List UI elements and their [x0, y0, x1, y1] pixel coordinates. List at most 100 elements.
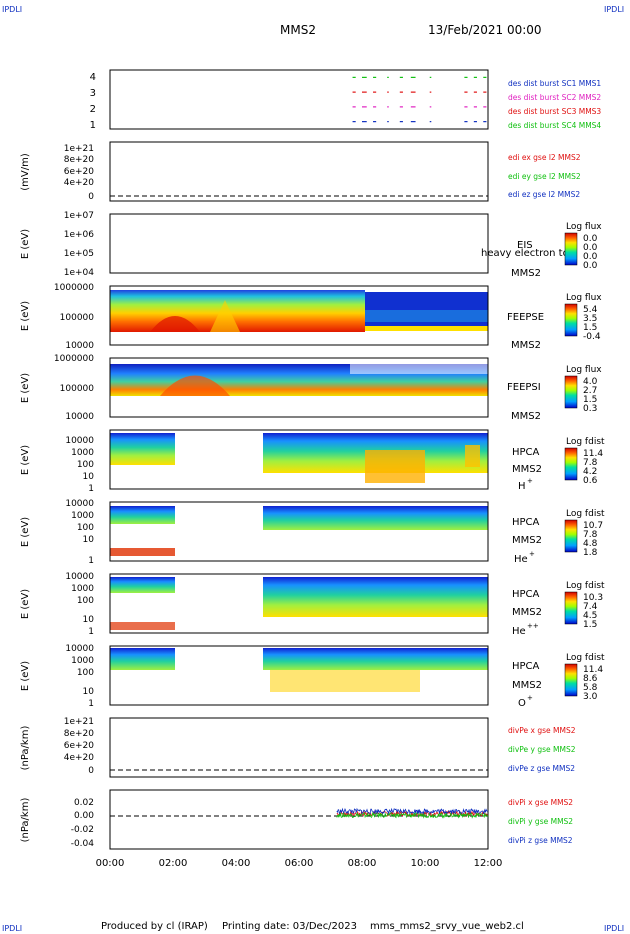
eis-overlay-text: heavy electron to [481, 248, 569, 259]
eis-cbar-tick-2: 0.0 [583, 252, 598, 262]
hpca-he2-instrument: HPCA [512, 589, 540, 600]
hpca-he1-instrument: HPCA [512, 517, 540, 528]
hpca-he1-low-band [110, 548, 175, 556]
panel-hpca-he1: E (eV) 10000 1000 100 10 1 HPCA MMS2 He … [20, 499, 605, 566]
feepse-hot-blob-1 [150, 316, 200, 332]
hpca-he2-species: He [512, 626, 526, 637]
hpca-h-ytick-0: 10000 [65, 436, 94, 446]
burst-ytick-2: 2 [90, 104, 96, 115]
divpi-ytick-3: -0.04 [71, 839, 95, 849]
hpca-o-ytick-0: 10000 [65, 644, 94, 654]
burst-ytick-3: 3 [90, 88, 96, 99]
panel-eis-frame [109, 213, 489, 274]
divpi-ytick-0: 0.02 [74, 798, 94, 808]
divpe-ytick-1: 8e+20 [64, 729, 95, 739]
feepse-spacecraft: MMS2 [511, 340, 541, 351]
hpca-he1-ytick-1: 1000 [71, 511, 94, 521]
hpca-he2-cbar-tick-0: 10.3 [583, 593, 603, 603]
hpca-he1-colorbar-title: Log fdist [566, 509, 605, 519]
edi-ytick-0: 1e+21 [64, 144, 94, 154]
hpca-h-cbar-tick-3: 0.6 [583, 476, 598, 486]
hpca-he2-ytick-3: 10 [83, 615, 95, 625]
footer-produced-by: Produced by cl (IRAP) [101, 921, 208, 932]
panel-hpca-h-frame [109, 429, 489, 490]
feepsi-ytick-1: 100000 [60, 384, 95, 394]
edi-ylabel: (mV/m) [20, 153, 31, 191]
hpca-h-cbar-tick-2: 4.2 [583, 467, 597, 477]
xtick-6: 12:00 [474, 858, 503, 869]
feepse-cbar-tick-1: 3.5 [583, 314, 597, 324]
divpe-ytick-4: 0 [88, 766, 94, 776]
xtick-0: 00:00 [96, 858, 125, 869]
footer-script: mms_mms2_srvy_vue_web2.cl [370, 921, 524, 932]
hpca-he1-spacecraft: MMS2 [512, 535, 542, 546]
hpca-he2-cbar-tick-2: 4.5 [583, 611, 597, 621]
feepse-ylabel: E (eV) [20, 301, 31, 331]
feepse-mid-band [365, 310, 488, 322]
divpi-legend-z: divPi z gse MMS2 [508, 836, 573, 845]
hpca-h-ytick-3: 10 [83, 472, 95, 482]
feepsi-spacecraft: MMS2 [511, 411, 541, 422]
burst-legend-mms2: des dist burst SC2 MMS2 [508, 93, 601, 102]
eis-ytick-0: 1e+07 [64, 211, 94, 221]
hpca-h-species: H [518, 481, 526, 492]
hpca-o-colorbar [564, 663, 578, 697]
hpca-h-ylabel: E (eV) [20, 445, 31, 475]
xtick-3: 06:00 [285, 858, 314, 869]
panel-divpi: (nPa/km) 0.02 0.00 -0.02 -0.04 divPi x g… [20, 789, 573, 850]
corner-label-top-right: IPDLI [604, 5, 624, 14]
feepse-colorbar [564, 303, 578, 337]
hpca-o-ytick-2: 100 [77, 668, 94, 678]
hpca-he1-cbar-tick-2: 4.8 [583, 539, 598, 549]
burst-ytick-1: 1 [90, 120, 96, 131]
feepsi-ytick-0: 1000000 [54, 354, 94, 364]
hpca-o-cbar-tick-3: 3.0 [583, 692, 598, 702]
x-axis: 00:00 02:00 04:00 06:00 08:00 10:00 12:0… [96, 858, 503, 869]
panel-hpca-he1-frame [109, 501, 489, 562]
panel-eis: E (eV) 1e+07 1e+06 1e+05 1e+04 EIS heavy… [20, 211, 602, 279]
date-title: 13/Feb/2021 00:00 [428, 23, 542, 37]
panel-hpca-he2-frame [109, 573, 489, 634]
edi-legend-z: edi ez gse l2 MMS2 [508, 190, 580, 199]
hpca-h-orange-patch [365, 450, 425, 483]
panel-burst: 4 3 2 1 des dist burst SC1 MMS1 des dist… [90, 69, 601, 131]
panel-hpca-h: E (eV) 10000 1000 100 10 1 HPCA MMS2 H +… [20, 429, 605, 494]
divpi-series-line [336, 807, 489, 816]
hpca-he2-ytick-0: 10000 [65, 572, 94, 582]
burst-legend-mms4: des dist burst SC4 MMS4 [508, 121, 601, 130]
edi-ytick-4: 0 [88, 192, 94, 202]
hpca-he2-spacecraft: MMS2 [512, 607, 542, 618]
feepse-bottom-band [365, 326, 488, 331]
hpca-he1-ytick-0: 10000 [65, 499, 94, 509]
divpi-series [336, 807, 489, 819]
eis-ytick-1: 1e+06 [64, 230, 95, 240]
eis-cbar-tick-0: 0.0 [583, 234, 598, 244]
feepse-cbar-tick-3: -0.4 [583, 332, 601, 342]
divpe-legend-y: divPe y gse MMS2 [508, 745, 576, 754]
feepsi-sparse-top [350, 364, 488, 374]
hpca-he2-ylabel: E (eV) [20, 589, 31, 619]
eis-instrument: EIS [517, 240, 533, 251]
hpca-h-block-left [110, 433, 175, 465]
eis-ytick-3: 1e+04 [64, 268, 95, 278]
hpca-o-block-right [263, 648, 488, 670]
hpca-he2-block-left [110, 577, 175, 593]
burst-ytick-4: 4 [90, 72, 96, 83]
eis-cbar-tick-1: 0.0 [583, 243, 598, 253]
hpca-he1-colorbar [564, 519, 578, 553]
corner-label-bottom-right: IPDLI [604, 924, 624, 933]
hpca-o-cbar-tick-2: 5.8 [583, 683, 598, 693]
panel-feepsi: E (eV) 1000000 100000 10000 FEEPSI MMS2 … [20, 354, 602, 422]
hpca-he2-cbar-tick-1: 7.4 [583, 602, 598, 612]
panel-edi: (mV/m) 1e+21 8e+20 6e+20 4e+20 0 edi ex … [20, 141, 581, 202]
feepsi-colorbar-title: Log flux [566, 365, 602, 375]
hpca-he1-ylabel: E (eV) [20, 517, 31, 547]
hpca-h-charge: + [527, 477, 533, 485]
burst-legend-mms3: des dist burst SC3 MMS3 [508, 107, 601, 116]
feepse-ytick-2: 10000 [65, 341, 94, 351]
hpca-he2-cbar-tick-3: 1.5 [583, 620, 597, 630]
divpe-ylabel: (nPa/km) [20, 726, 31, 771]
hpca-o-cbar-tick-1: 8.6 [583, 674, 598, 684]
burst-legend-mms1: des dist burst SC1 MMS1 [508, 79, 601, 88]
